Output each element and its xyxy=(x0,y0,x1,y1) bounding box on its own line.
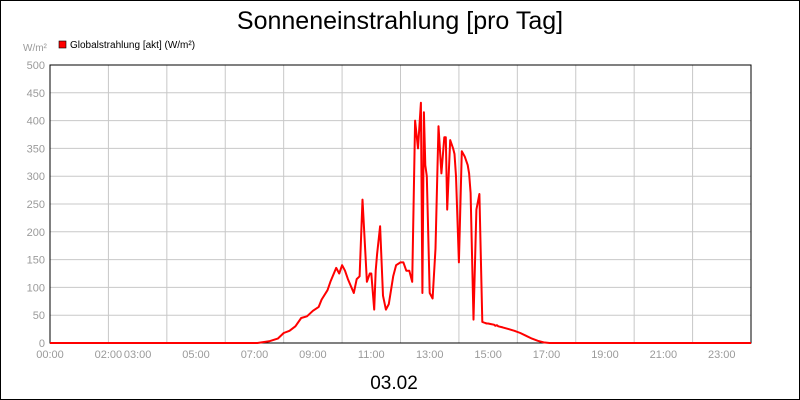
legend-swatch xyxy=(58,40,67,49)
chart-title: Sonneneinstrahlung [pro Tag] xyxy=(237,7,563,35)
grid-lines xyxy=(49,64,752,344)
x-axis-ticks: 00:00 02:00 03:00 05:00 07:00 09:00 11:00 13:00… xyxy=(36,349,735,361)
x-tick-label: 00:00 xyxy=(36,349,64,361)
series-line-globalstrahlung xyxy=(50,101,751,344)
x-tick-label: 07:00 xyxy=(241,349,269,361)
y-tick-label: 200 xyxy=(27,227,45,239)
y-tick-label: 100 xyxy=(27,282,45,294)
y-tick-label: 150 xyxy=(27,255,45,267)
date-label: 03.02 xyxy=(370,373,418,394)
x-tick-label: 13:00 xyxy=(416,349,444,361)
y-tick-label: 300 xyxy=(27,171,45,183)
y-tick-label: 50 xyxy=(33,310,45,322)
x-tick-label: 19:00 xyxy=(591,349,619,361)
x-tick-label: 23:00 xyxy=(708,349,736,361)
y-axis-ticks: 0 50 100 150 200 250 300 350 400 450 500 xyxy=(27,60,45,350)
x-tick-label: 02:00 xyxy=(95,349,123,361)
x-tick-label: 05:00 xyxy=(182,349,210,361)
y-tick-label: 350 xyxy=(27,143,45,155)
y-tick-label: 0 xyxy=(39,338,45,350)
x-tick-label: 21:00 xyxy=(650,349,678,361)
x-tick-label: 03:00 xyxy=(124,349,152,361)
y-axis-unit-label: W/m² xyxy=(23,43,48,54)
series-layer xyxy=(50,101,751,344)
x-tick-label: 11:00 xyxy=(358,349,385,361)
legend-label: Globalstrahlung [akt] (W/m²) xyxy=(70,40,195,51)
y-tick-label: 500 xyxy=(27,60,45,72)
x-tick-label: 09:00 xyxy=(299,349,327,361)
y-tick-label: 400 xyxy=(27,116,45,128)
x-tick-label: 17:00 xyxy=(533,349,561,361)
y-tick-label: 450 xyxy=(27,88,45,100)
x-tick-label: 15:00 xyxy=(474,349,502,361)
y-tick-label: 250 xyxy=(27,199,45,211)
plot-area-border xyxy=(49,64,752,344)
